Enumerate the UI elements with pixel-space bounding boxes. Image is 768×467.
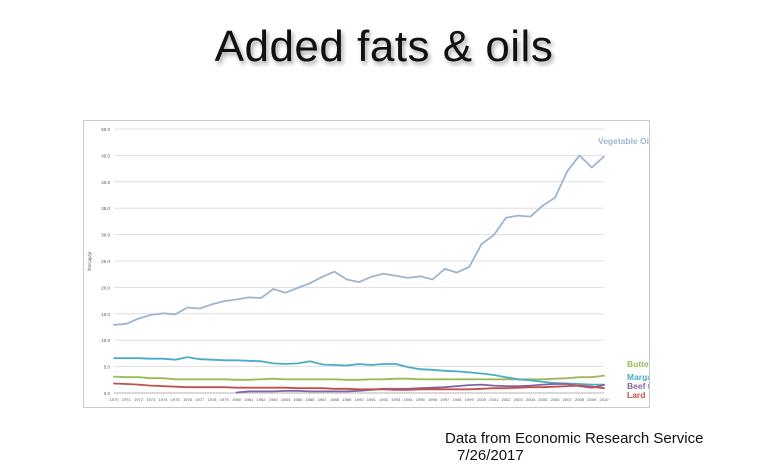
x-tick-label: 1978 bbox=[208, 397, 218, 402]
source-note: Data from Economic Research Service 7/26… bbox=[445, 430, 768, 464]
series-label-margarine: Margarine bbox=[627, 372, 649, 382]
x-tick-label: 1995 bbox=[416, 397, 426, 402]
y-tick-label: 10.0 bbox=[101, 338, 110, 343]
x-tick-label: 1976 bbox=[183, 397, 193, 402]
x-tick-label: 1999 bbox=[465, 397, 475, 402]
y-tick-label: 15.0 bbox=[101, 312, 110, 317]
y-axis-label: lbs/cap/yr bbox=[87, 251, 92, 271]
y-tick-label: 20.0 bbox=[101, 285, 110, 290]
x-tick-label: 1977 bbox=[195, 397, 205, 402]
x-tick-label: 1975 bbox=[171, 397, 181, 402]
x-tick-label: 2009 bbox=[587, 397, 597, 402]
line-chart: 0.0 5.0 10.0 15.0 20.0 25.0 30.0 35.0 40.0 45.0 50… bbox=[83, 120, 650, 408]
x-tick-label: 1982 bbox=[257, 397, 267, 402]
x-tick-label: 2005 bbox=[538, 397, 548, 402]
x-tick-label: 1970 bbox=[110, 397, 120, 402]
x-tick-label: 1986 bbox=[306, 397, 316, 402]
series-line-vegetable-oils bbox=[113, 154, 605, 326]
x-tick-label: 1994 bbox=[404, 397, 414, 402]
x-tick-label: 1993 bbox=[391, 397, 401, 402]
x-tick-label: 2003 bbox=[514, 397, 524, 402]
x-tick-label: 2008 bbox=[575, 397, 585, 402]
series-line-beef-tallow bbox=[235, 383, 605, 394]
x-tick-label: 1971 bbox=[122, 397, 132, 402]
x-tick-label: 1980 bbox=[232, 397, 242, 402]
x-tick-label: 1981 bbox=[244, 397, 254, 402]
x-tick-label: 1985 bbox=[293, 397, 303, 402]
x-tick-label: 1983 bbox=[269, 397, 279, 402]
y-tick-label: 40.0 bbox=[101, 180, 110, 185]
y-tick-label: 5.0 bbox=[104, 365, 111, 370]
x-tick-label: 1989 bbox=[342, 397, 352, 402]
series-line-lard bbox=[113, 382, 605, 391]
series-line-butter bbox=[113, 374, 605, 381]
series-line-margarine bbox=[113, 356, 605, 386]
x-tick-label: 1997 bbox=[440, 397, 450, 402]
x-tick-label: 1996 bbox=[428, 397, 438, 402]
series-label-vegetable-oils: Vegetable Oils bbox=[598, 136, 649, 146]
x-tick-label: 1987 bbox=[318, 397, 328, 402]
y-tick-label: 45.0 bbox=[101, 153, 110, 158]
x-tick-label: 1991 bbox=[367, 397, 377, 402]
series-label-butter: Butter bbox=[627, 359, 649, 369]
x-tick-label: 2001 bbox=[489, 397, 499, 402]
x-tick-label: 1972 bbox=[134, 397, 144, 402]
x-tick-label: 1979 bbox=[220, 397, 230, 402]
x-tick-label: 1973 bbox=[146, 397, 156, 402]
x-tick-label: 2002 bbox=[502, 397, 512, 402]
x-tick-label: 2006 bbox=[551, 397, 561, 402]
series-label-beef-tallow: Beef tallow bbox=[627, 381, 649, 391]
x-tick-label: 2000 bbox=[477, 397, 487, 402]
y-tick-label: 30.0 bbox=[101, 233, 110, 238]
x-tick-label: 1998 bbox=[453, 397, 463, 402]
x-tick-label: 1988 bbox=[330, 397, 340, 402]
x-tick-label: 1990 bbox=[355, 397, 365, 402]
y-tick-label: 35.0 bbox=[101, 206, 110, 211]
y-tick-label: 0.0 bbox=[104, 391, 111, 396]
slide-title: Added fats & oils bbox=[214, 22, 554, 71]
source-text: Data from Economic Research Service bbox=[445, 430, 704, 447]
x-tick-label: 2004 bbox=[526, 397, 536, 402]
x-tick-label: 2007 bbox=[563, 397, 573, 402]
y-tick-label: 25.0 bbox=[101, 259, 110, 264]
x-tick-label: 1984 bbox=[281, 397, 291, 402]
series-label-lard: Lard bbox=[627, 390, 645, 400]
x-tick-label: 2010 bbox=[600, 397, 610, 402]
chart-svg: 0.0 5.0 10.0 15.0 20.0 25.0 30.0 35.0 40.0 45.0 50… bbox=[87, 127, 649, 402]
x-tick-label: 1992 bbox=[379, 397, 389, 402]
source-date: 7/26/2017 bbox=[457, 447, 524, 464]
x-tick-label: 1974 bbox=[159, 397, 169, 402]
y-tick-label: 50.0 bbox=[101, 127, 110, 132]
